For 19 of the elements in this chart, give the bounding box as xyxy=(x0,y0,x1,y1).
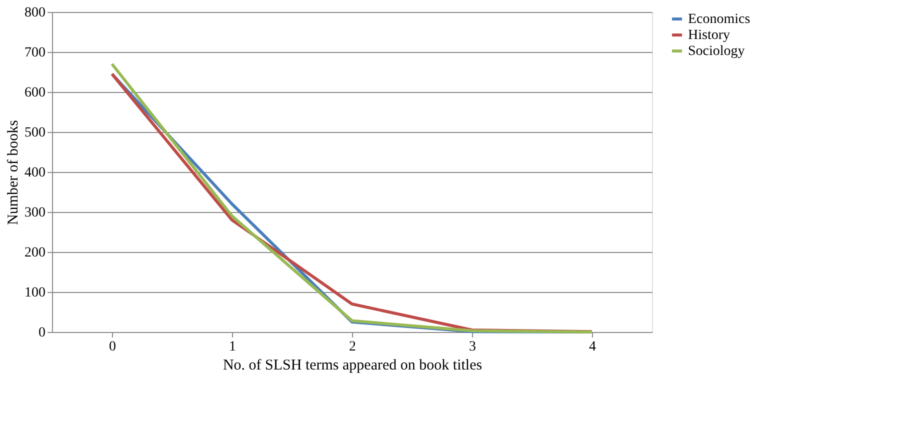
x-tick-label: 1 xyxy=(229,340,236,354)
x-tick-label: 2 xyxy=(349,340,356,354)
y-axis-title: Number of books xyxy=(6,120,22,225)
x-tick-label: 0 xyxy=(109,340,116,354)
x-tick-label: 3 xyxy=(469,340,476,354)
y-tick-label: 800 xyxy=(24,6,46,20)
y-tick-label: 600 xyxy=(24,86,46,100)
y-tick-label: 500 xyxy=(24,126,46,140)
x-tick-label: 4 xyxy=(589,340,596,354)
y-tick-label: 200 xyxy=(24,246,46,260)
y-tick-label: 700 xyxy=(24,46,46,60)
y-tick-label: 0 xyxy=(38,326,46,340)
y-tick-label: 300 xyxy=(24,206,46,220)
x-axis-title: No. of SLSH terms appeared on book titles xyxy=(222,358,482,374)
y-tick-label: 100 xyxy=(24,286,46,300)
legend-label: Economics xyxy=(688,12,750,27)
legend-label: Sociology xyxy=(688,44,745,59)
y-tick-label: 400 xyxy=(24,166,46,180)
legend-label: History xyxy=(688,28,730,43)
